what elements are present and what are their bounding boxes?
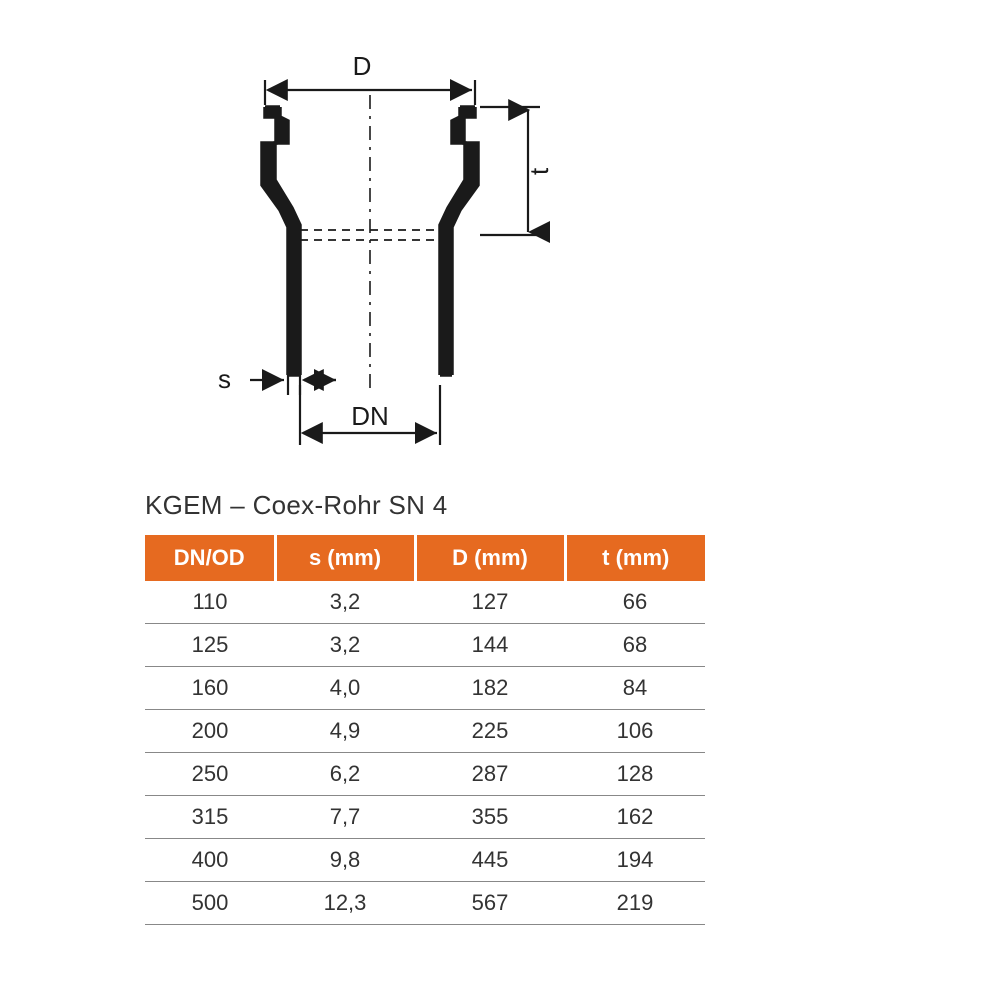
- specification-table: DN/ODs (mm)D (mm)t (mm) 1103,2127661253,…: [145, 535, 705, 925]
- table-cell: 182: [415, 667, 565, 710]
- table-row: 2004,9225106: [145, 710, 705, 753]
- table-cell: 200: [145, 710, 275, 753]
- dim-label-DN: DN: [351, 401, 389, 431]
- table-row: 1253,214468: [145, 624, 705, 667]
- table-header-cell: DN/OD: [145, 535, 275, 581]
- table-cell: 68: [565, 624, 705, 667]
- table-row: 50012,3567219: [145, 882, 705, 925]
- table-cell: 315: [145, 796, 275, 839]
- table-cell: 128: [565, 753, 705, 796]
- table-cell: 66: [565, 581, 705, 624]
- table-cell: 445: [415, 839, 565, 882]
- table-cell: 4,0: [275, 667, 415, 710]
- pipe-cross-section-svg: D t s: [180, 35, 660, 465]
- dim-label-s: s: [218, 364, 231, 394]
- table-title: KGEM – Coex-Rohr SN 4: [145, 490, 845, 521]
- table-cell: 250: [145, 753, 275, 796]
- table-row: 1604,018284: [145, 667, 705, 710]
- table-row: 3157,7355162: [145, 796, 705, 839]
- table-cell: 6,2: [275, 753, 415, 796]
- table-cell: 7,7: [275, 796, 415, 839]
- table-cell: 125: [145, 624, 275, 667]
- table-cell: 500: [145, 882, 275, 925]
- table-cell: 9,8: [275, 839, 415, 882]
- table-header-cell: D (mm): [415, 535, 565, 581]
- table-cell: 194: [565, 839, 705, 882]
- table-cell: 3,2: [275, 581, 415, 624]
- table-cell: 3,2: [275, 624, 415, 667]
- table-cell: 127: [415, 581, 565, 624]
- table-header-cell: s (mm): [275, 535, 415, 581]
- table-cell: 160: [145, 667, 275, 710]
- table-cell: 106: [565, 710, 705, 753]
- technical-diagram: D t s: [180, 35, 660, 465]
- table-cell: 162: [565, 796, 705, 839]
- table-cell: 355: [415, 796, 565, 839]
- dim-label-D: D: [353, 51, 372, 81]
- table-cell: 110: [145, 581, 275, 624]
- table-cell: 400: [145, 839, 275, 882]
- table-header-cell: t (mm): [565, 535, 705, 581]
- table-cell: 219: [565, 882, 705, 925]
- table-cell: 225: [415, 710, 565, 753]
- table-row: 1103,212766: [145, 581, 705, 624]
- table-cell: 144: [415, 624, 565, 667]
- table-cell: 84: [565, 667, 705, 710]
- table-row: 4009,8445194: [145, 839, 705, 882]
- specification-section: KGEM – Coex-Rohr SN 4 DN/ODs (mm)D (mm)t…: [145, 490, 845, 925]
- table-row: 2506,2287128: [145, 753, 705, 796]
- table-cell: 12,3: [275, 882, 415, 925]
- table-cell: 567: [415, 882, 565, 925]
- table-header-row: DN/ODs (mm)D (mm)t (mm): [145, 535, 705, 581]
- dim-label-t: t: [524, 167, 554, 175]
- table-cell: 4,9: [275, 710, 415, 753]
- table-cell: 287: [415, 753, 565, 796]
